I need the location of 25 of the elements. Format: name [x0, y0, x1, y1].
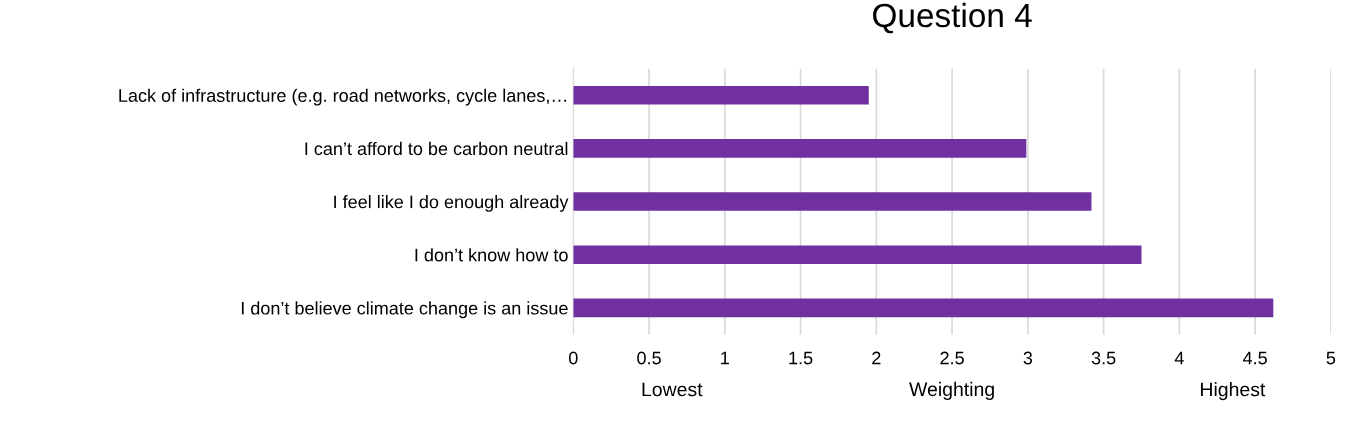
x-tick-label: 2 [872, 351, 881, 365]
x-tick-label: 0 [568, 351, 578, 365]
y-tick-label: I can’t afford to be carbon neutral [305, 141, 568, 156]
y-tick-label: Lack of infrastructure (e.g. road networks, cycle lanes,… [119, 88, 567, 106]
x-tick-label: 1.5 [789, 351, 813, 365]
bar [573, 139, 1027, 158]
x-tick-label: 1 [721, 351, 729, 365]
bar [573, 85, 869, 105]
x-tick-label: 3 [1023, 351, 1033, 365]
y-tick-label: I feel like I do enough already [334, 195, 569, 212]
x-tick-label: 4.5 [1242, 351, 1267, 365]
y-tick-label: I don’t know how to [415, 248, 568, 262]
text: Lowest [642, 382, 703, 397]
text: Highest [1201, 382, 1266, 401]
x-tick-label: 2.5 [940, 351, 964, 365]
x-axis-title: Weighting [909, 381, 994, 400]
x-tick-label: 0.5 [637, 351, 661, 365]
x-tick-label: 5 [1326, 351, 1336, 365]
x-tick-label: 3.5 [1091, 351, 1116, 365]
bar [573, 245, 1142, 265]
bar [573, 192, 1092, 211]
bar [573, 298, 1274, 318]
chart-title: Question 4 [873, 2, 1032, 34]
y-tick-label: I don’t believe climate change is an issue [241, 301, 568, 319]
x-tick-label: 4 [1174, 351, 1184, 365]
